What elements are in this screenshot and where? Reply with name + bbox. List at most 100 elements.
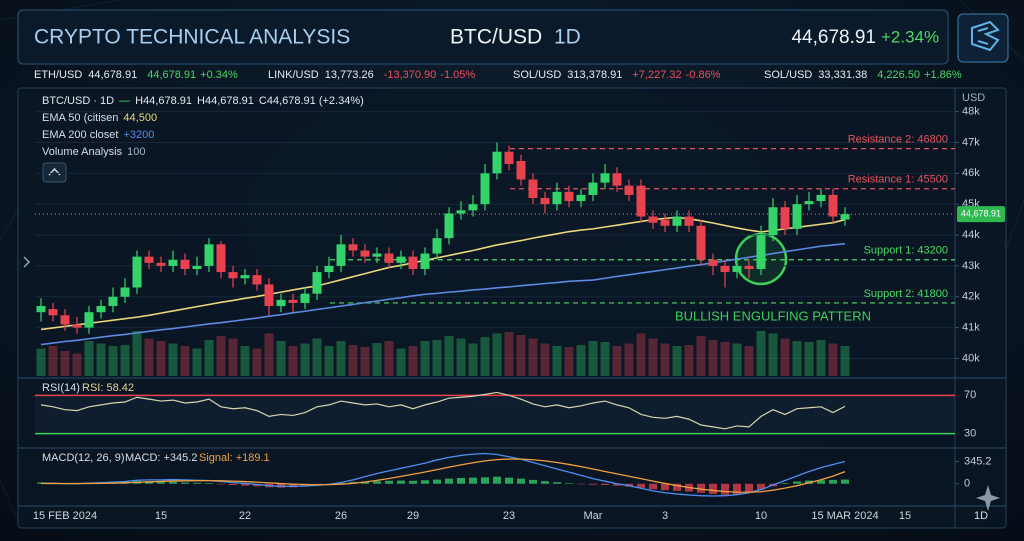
y-unit: USD xyxy=(962,92,985,104)
collapse-button[interactable] xyxy=(42,162,67,183)
x-tick-label: Mar xyxy=(584,510,603,522)
volume-bar xyxy=(168,343,178,376)
candle-body xyxy=(480,173,490,205)
macd-histogram-bar xyxy=(817,480,825,484)
symbol: BTC/USD xyxy=(450,26,542,49)
volume-bar xyxy=(792,341,802,376)
macd-histogram-bar xyxy=(193,482,201,484)
y-tick-label: 40k xyxy=(962,352,980,364)
volume-bar xyxy=(732,343,742,376)
expand-arrow[interactable] xyxy=(23,256,31,268)
ticker-row: ETH/USD 44,678.91 44,678.91 +0.34% LINK/USD 1… xyxy=(34,69,962,81)
candle-body xyxy=(420,253,430,269)
macd-histogram-bar xyxy=(565,483,573,484)
candle-body xyxy=(348,244,358,251)
volume-bar xyxy=(300,343,310,376)
volume-bar xyxy=(240,346,250,376)
candle-body xyxy=(756,235,766,269)
candle-body xyxy=(516,160,526,180)
candle-body xyxy=(204,244,214,266)
macd-histogram-bar xyxy=(529,479,537,484)
macd-label: MACD: +345.2 xyxy=(125,452,197,464)
volume-bar xyxy=(180,346,190,376)
macd-histogram-bar xyxy=(433,479,441,484)
volume-bar xyxy=(480,337,490,376)
price-tag-label: 44,678.91 xyxy=(961,208,1001,218)
volume-bar xyxy=(576,345,586,376)
rsi-tick-label: 30 xyxy=(964,428,976,440)
volume-bar xyxy=(276,341,286,376)
ohlc-legend-item: — xyxy=(119,95,130,107)
candle-body xyxy=(660,219,670,226)
candle-body xyxy=(336,244,346,266)
volume-bar xyxy=(252,348,262,376)
header-bar xyxy=(17,9,949,65)
volume-bar xyxy=(144,338,154,376)
volume-bar xyxy=(132,331,142,376)
volume-bar xyxy=(348,345,358,376)
candle-body xyxy=(792,204,802,229)
x-tick-label: 22 xyxy=(239,510,251,522)
x-tick-label: 15 MAR 2024 xyxy=(811,510,878,522)
candle-body xyxy=(396,256,406,263)
macd-histogram-bar xyxy=(541,481,549,484)
volume-bar xyxy=(120,345,130,376)
macd-histogram-bar xyxy=(409,480,417,484)
macd-histogram-bar xyxy=(157,481,165,484)
macd-histogram-bar xyxy=(613,483,621,486)
candle-body xyxy=(156,262,166,266)
ticker-change: +0.34% xyxy=(200,69,238,81)
price-tag xyxy=(957,206,1005,223)
macd-histogram-bar xyxy=(217,483,225,485)
macd-histogram-bar xyxy=(589,483,597,485)
price-change: +2.34% xyxy=(881,27,939,46)
candle-body xyxy=(264,284,274,307)
rsi-tick-label: 70 xyxy=(964,389,976,401)
ticker-symbol: SOL/USD xyxy=(513,69,561,81)
volume-bar xyxy=(204,340,214,376)
price: 44,678.91 xyxy=(791,27,876,48)
volume-bar xyxy=(708,340,718,376)
ticker-symbol: SOL/USD xyxy=(764,69,812,81)
candle-body xyxy=(384,253,394,263)
app-title: CRYPTO TECHNICAL ANALYSIS xyxy=(34,26,350,49)
candle-body xyxy=(840,214,850,220)
volume-bar xyxy=(372,343,382,376)
level-label: Resistance 1: 45500 xyxy=(848,174,948,186)
candle-body xyxy=(144,256,154,263)
candle-body xyxy=(768,207,778,236)
ticker-item: SOL/USD 33,331.38 4,226.50 +1.86% xyxy=(764,69,962,81)
candle-body xyxy=(732,265,742,273)
y-tick-label: 43k xyxy=(962,260,980,272)
volume-bar xyxy=(696,336,706,376)
x-tick-label: 3 xyxy=(662,510,668,522)
volume-bar xyxy=(816,340,826,376)
macd-histogram-bar xyxy=(445,478,453,484)
candle-body xyxy=(528,179,538,199)
logo-box[interactable] xyxy=(957,13,1009,63)
candle-body xyxy=(720,265,730,273)
volume-bar xyxy=(552,346,562,376)
annotation: BULLISH ENGULFING PATTERN xyxy=(675,308,871,323)
volume-bar xyxy=(228,338,238,376)
macd-histogram-bar xyxy=(601,483,609,486)
logo-icon xyxy=(971,20,1000,52)
candle-body xyxy=(180,259,190,269)
legend-entry: Volume Analysis 100 xyxy=(42,146,145,158)
candle-body xyxy=(612,173,622,186)
volume-bar xyxy=(756,331,766,376)
macd-histogram-bar xyxy=(709,483,717,495)
volume-bar xyxy=(468,343,478,376)
candle-body xyxy=(684,216,694,226)
y-tick-label: 42k xyxy=(962,291,980,303)
macd-line xyxy=(40,452,846,497)
level-label: Support 1: 43200 xyxy=(864,245,948,257)
ticker-price: 313,378.91 xyxy=(567,69,622,81)
volume-bar xyxy=(804,342,814,376)
volume-bar xyxy=(720,342,730,376)
volume-bar xyxy=(384,341,394,376)
ticker-symbol: ETH/USD xyxy=(34,69,82,81)
ticker-change: -0.86% xyxy=(686,69,721,81)
candle-body xyxy=(636,185,646,217)
candle-body xyxy=(276,299,286,307)
